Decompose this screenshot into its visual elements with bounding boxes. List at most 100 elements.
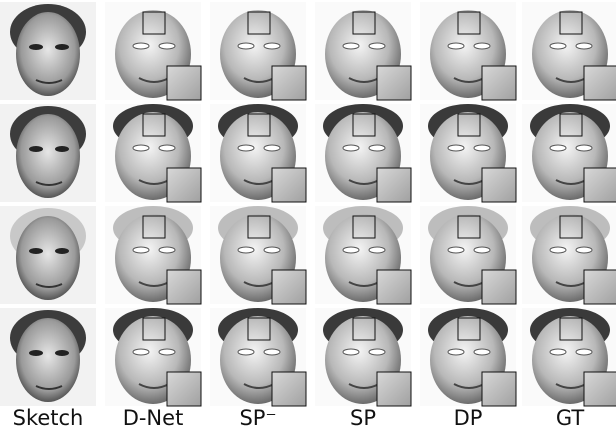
eye: [55, 44, 69, 50]
zoom-inset: [584, 168, 616, 202]
eye: [159, 349, 175, 355]
image-cell: [0, 206, 96, 304]
zoom-inset: [584, 372, 616, 406]
eye: [55, 350, 69, 356]
eye: [29, 350, 43, 356]
eye: [29, 146, 43, 152]
image-cell: [522, 308, 616, 406]
eye: [133, 145, 149, 151]
eye: [369, 247, 385, 253]
eye: [238, 43, 254, 49]
zoom-inset: [482, 372, 516, 406]
eye: [55, 146, 69, 152]
zoom-inset: [167, 372, 201, 406]
image-cell: [420, 2, 516, 100]
image-cell: [420, 104, 516, 202]
eye: [264, 247, 280, 253]
image-cell: [210, 206, 306, 304]
image-cell: [210, 308, 306, 406]
zoom-inset: [584, 270, 616, 304]
column-label: SP⁻: [239, 406, 276, 430]
eye: [474, 43, 490, 49]
zoom-inset: [377, 168, 411, 202]
eye: [159, 43, 175, 49]
eye: [238, 247, 254, 253]
eye: [576, 145, 592, 151]
zoom-inset: [272, 66, 306, 100]
zoom-inset: [167, 66, 201, 100]
eye: [343, 349, 359, 355]
image-cell: [420, 206, 516, 304]
image-cell: [105, 2, 201, 100]
eye: [264, 349, 280, 355]
image-cell: [420, 308, 516, 406]
eye: [474, 349, 490, 355]
eye: [133, 43, 149, 49]
eye: [550, 43, 566, 49]
column-label: DP: [454, 406, 483, 430]
image-cell: [315, 2, 411, 100]
eye: [29, 44, 43, 50]
eye: [369, 145, 385, 151]
column-labels: Sketch D-Net SP⁻ SP DP GT: [13, 406, 585, 430]
eye: [448, 43, 464, 49]
image-cell: [522, 2, 616, 100]
image-cell: [105, 308, 201, 406]
eye: [369, 43, 385, 49]
column-label: SP: [350, 406, 376, 430]
image-cell: [0, 104, 96, 202]
zoom-inset: [482, 270, 516, 304]
zoom-inset: [377, 372, 411, 406]
eye: [238, 349, 254, 355]
zoom-inset: [377, 66, 411, 100]
eye: [343, 43, 359, 49]
zoom-inset: [377, 270, 411, 304]
zoom-inset: [482, 168, 516, 202]
eye: [264, 43, 280, 49]
zoom-inset: [167, 270, 201, 304]
column-label: D-Net: [123, 406, 184, 430]
column-label: Sketch: [13, 406, 84, 430]
eye: [576, 43, 592, 49]
image-grid: [0, 2, 616, 406]
zoom-inset: [167, 168, 201, 202]
image-cell: [210, 104, 306, 202]
zoom-inset: [272, 270, 306, 304]
eye: [448, 247, 464, 253]
eye: [448, 349, 464, 355]
image-cell: [0, 2, 96, 100]
image-cell: [522, 206, 616, 304]
image-cell: [105, 104, 201, 202]
image-cell: [315, 206, 411, 304]
eye: [159, 247, 175, 253]
zoom-inset: [584, 66, 616, 100]
eye: [159, 145, 175, 151]
page: SketchD-NetSP⁻SPDPGT (() => { const data…: [0, 0, 616, 436]
image-cell: [0, 308, 96, 406]
eye: [264, 145, 280, 151]
eye: [133, 349, 149, 355]
zoom-inset: [272, 372, 306, 406]
eye: [369, 349, 385, 355]
image-cell: [315, 104, 411, 202]
eye: [343, 247, 359, 253]
zoom-inset: [482, 66, 516, 100]
image-cell: [315, 308, 411, 406]
eye: [550, 349, 566, 355]
eye: [550, 145, 566, 151]
eye: [576, 247, 592, 253]
eye: [343, 145, 359, 151]
eye: [474, 145, 490, 151]
image-cell: [210, 2, 306, 100]
eye: [133, 247, 149, 253]
eye: [576, 349, 592, 355]
figure: Sketch D-Net SP⁻ SP DP GT: [0, 0, 616, 436]
eye: [550, 247, 566, 253]
eye: [29, 248, 43, 254]
eye: [448, 145, 464, 151]
zoom-inset: [272, 168, 306, 202]
column-label: GT: [556, 406, 585, 430]
image-cell: [522, 104, 616, 202]
image-cell: [105, 206, 201, 304]
eye: [55, 248, 69, 254]
